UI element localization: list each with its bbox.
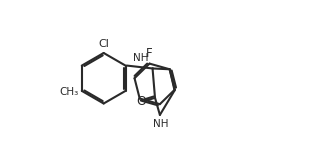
- Text: NH: NH: [153, 119, 168, 129]
- Text: F: F: [146, 47, 153, 60]
- Text: Cl: Cl: [98, 39, 109, 49]
- Text: NH: NH: [133, 53, 148, 63]
- Text: O: O: [136, 95, 146, 108]
- Text: CH₃: CH₃: [59, 87, 78, 97]
